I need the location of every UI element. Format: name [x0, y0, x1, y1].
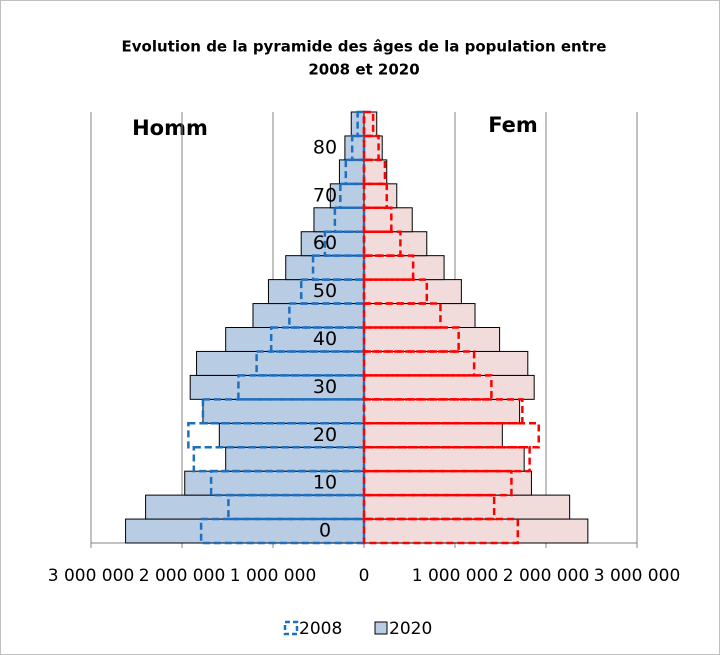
bar — [363, 374, 535, 400]
x-tick-label: 2 000 000 — [503, 566, 590, 586]
bar — [344, 135, 365, 161]
bar — [363, 422, 503, 448]
bar — [363, 350, 529, 376]
bar — [225, 327, 365, 352]
x-tick-label: 1 000 000 — [230, 566, 317, 586]
bar — [338, 159, 365, 185]
bar — [285, 255, 365, 281]
bar — [362, 374, 493, 401]
y-tick-label: 20 — [313, 424, 337, 446]
bar — [363, 518, 589, 544]
y-tick-label: 50 — [313, 280, 337, 302]
bar — [218, 422, 365, 448]
bar — [196, 350, 365, 376]
x-tick-label: 2 000 000 — [139, 566, 226, 586]
y-tick-label: 70 — [313, 184, 337, 206]
legend-swatch — [374, 621, 388, 635]
bar — [363, 183, 398, 209]
y-tick-label: 30 — [313, 376, 337, 398]
x-tick-label: 3 000 000 — [48, 566, 135, 586]
bar — [202, 398, 365, 424]
bar — [363, 494, 571, 520]
bar — [252, 303, 365, 328]
bar — [225, 446, 365, 472]
bar — [199, 517, 366, 545]
bar — [363, 231, 428, 257]
bar — [363, 327, 501, 352]
bar — [201, 398, 366, 425]
bar — [362, 182, 388, 210]
y-tick-label: 80 — [313, 136, 337, 158]
bar — [333, 206, 366, 233]
bar — [363, 398, 521, 424]
bar — [363, 111, 378, 137]
x-tick-label: 1 000 000 — [412, 566, 499, 586]
bar — [313, 207, 365, 233]
annotation: Homm — [132, 116, 208, 140]
bar — [363, 470, 532, 496]
legend-label: 2020 — [389, 619, 432, 639]
bar — [323, 230, 366, 257]
bar — [209, 469, 366, 497]
bar — [362, 110, 375, 138]
bar — [363, 255, 445, 281]
bar — [362, 230, 402, 257]
bar — [362, 517, 520, 545]
y-tick-label: 40 — [313, 328, 337, 350]
bar — [363, 207, 413, 233]
bar — [344, 158, 366, 186]
x-tick-label: 3 000 000 — [594, 566, 681, 586]
legend-label: 2008 — [299, 619, 342, 639]
bar — [362, 158, 387, 186]
x-tick-label: 0 — [359, 566, 370, 586]
bar — [362, 326, 460, 353]
bar — [363, 279, 462, 305]
bar — [363, 446, 525, 472]
bar — [362, 422, 540, 449]
bar — [189, 374, 365, 400]
chart-title: Evolution de la pyramide des âges de la … — [122, 38, 607, 56]
y-tick-label: 10 — [313, 472, 337, 494]
legend-swatch — [283, 620, 299, 636]
y-tick-label: 0 — [319, 520, 331, 542]
annotation: Fem — [488, 113, 538, 137]
bar — [362, 469, 513, 497]
bar — [356, 110, 366, 138]
chart-title: 2008 et 2020 — [308, 61, 419, 79]
bar — [145, 494, 365, 520]
y-tick-label: 60 — [313, 232, 337, 254]
bar — [363, 159, 388, 185]
bar — [362, 134, 380, 162]
bar — [363, 303, 476, 328]
